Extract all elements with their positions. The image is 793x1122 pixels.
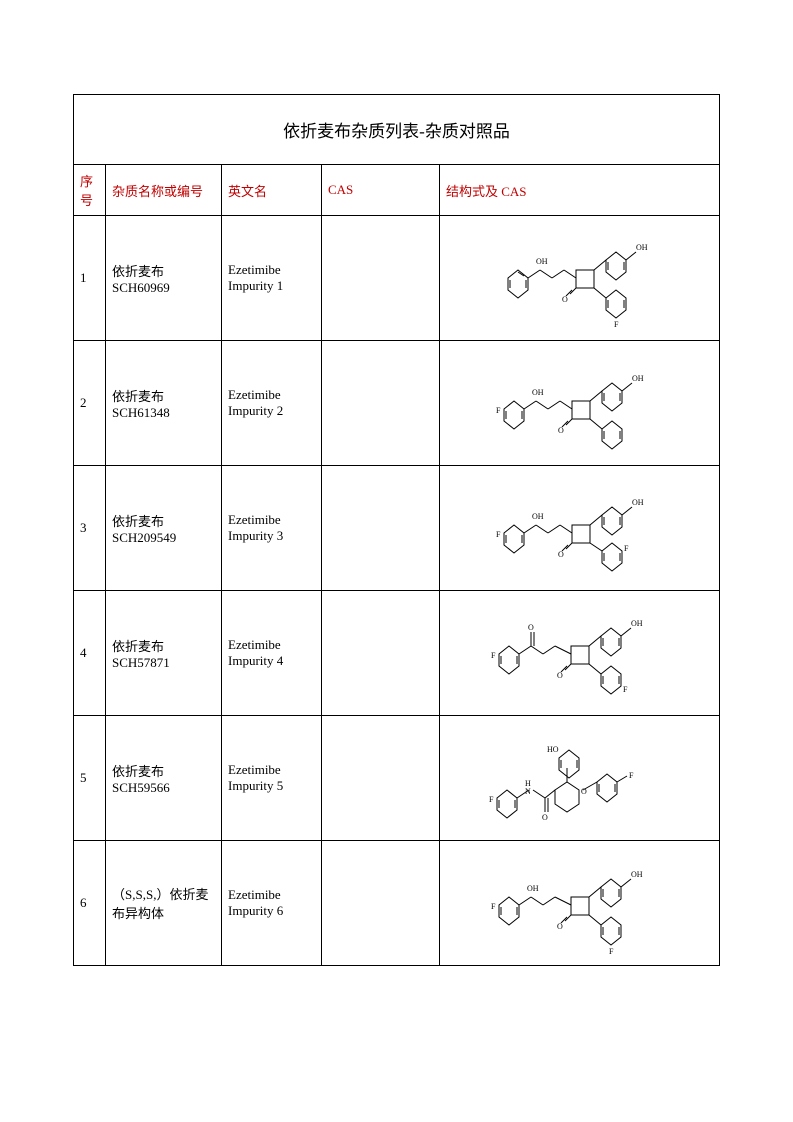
svg-text:O: O [557, 922, 563, 931]
svg-text:OH: OH [536, 257, 548, 266]
svg-text:OH: OH [632, 374, 644, 383]
cell-cas [322, 716, 440, 841]
cell-eng: EzetimibeImpurity 2 [222, 341, 322, 466]
svg-text:F: F [496, 406, 501, 415]
table-row: 6 （S,S,S,）依折麦布异构体 EzetimibeImpurity 6 F … [74, 841, 720, 966]
cell-seq: 2 [74, 341, 106, 466]
cell-name: 依折麦布SCH57871 [106, 591, 222, 716]
svg-text:N: N [525, 787, 531, 796]
cell-eng: EzetimibeImpurity 4 [222, 591, 322, 716]
col-header-cas: CAS [322, 165, 440, 216]
svg-text:F: F [623, 685, 628, 694]
cell-struct: OH O F [440, 216, 720, 341]
svg-text:O: O [542, 813, 548, 822]
cell-seq: 3 [74, 466, 106, 591]
svg-text:OH: OH [532, 388, 544, 397]
table-row: 4 依折麦布SCH57871 EzetimibeImpurity 4 F O [74, 591, 720, 716]
cell-struct: F OH O [440, 341, 720, 466]
svg-text:OH: OH [532, 512, 544, 521]
svg-text:O: O [558, 426, 564, 435]
table-row: 5 依折麦布SCH59566 EzetimibeImpurity 5 F H N [74, 716, 720, 841]
svg-text:F: F [496, 530, 501, 539]
cell-seq: 5 [74, 716, 106, 841]
svg-text:F: F [489, 795, 494, 804]
cell-name: （S,S,S,）依折麦布异构体 [106, 841, 222, 966]
svg-text:F: F [491, 902, 496, 911]
title-row: 依折麦布杂质列表-杂质对照品 [74, 95, 720, 165]
cell-struct: F OH O F [440, 841, 720, 966]
svg-text:O: O [528, 623, 534, 632]
svg-text:F: F [614, 320, 619, 328]
svg-text:O: O [562, 295, 568, 304]
col-header-seq: 序号 [74, 165, 106, 216]
svg-text:F: F [609, 947, 614, 956]
molecule-icon: F OH O F [490, 481, 670, 576]
molecule-icon: OH O F [490, 228, 670, 328]
cell-struct: F OH O F [440, 466, 720, 591]
cell-name: 依折麦布SCH61348 [106, 341, 222, 466]
col-header-name: 杂质名称或编号 [106, 165, 222, 216]
svg-text:OH: OH [632, 498, 644, 507]
impurity-table: 依折麦布杂质列表-杂质对照品 序号 杂质名称或编号 英文名 CAS 结构式及 C… [73, 94, 720, 966]
svg-text:F: F [629, 771, 634, 780]
cell-eng: EzetimibeImpurity 5 [222, 716, 322, 841]
cell-eng: EzetimibeImpurity 1 [222, 216, 322, 341]
cell-cas [322, 466, 440, 591]
svg-text:OH: OH [636, 243, 648, 252]
cell-seq: 6 [74, 841, 106, 966]
table-title: 依折麦布杂质列表-杂质对照品 [74, 95, 720, 165]
svg-text:F: F [624, 544, 629, 553]
svg-text:OH: OH [631, 619, 643, 628]
svg-text:F: F [491, 651, 496, 660]
cell-struct: F H N O O [440, 716, 720, 841]
molecule-icon: F OH O [490, 353, 670, 453]
cell-name: 依折麦布SCH209549 [106, 466, 222, 591]
col-header-struct: 结构式及 CAS [440, 165, 720, 216]
svg-text:OH: OH [527, 884, 539, 893]
cell-cas [322, 341, 440, 466]
molecule-icon: F OH O F [485, 851, 675, 956]
cell-eng: EzetimibeImpurity 3 [222, 466, 322, 591]
svg-text:OH: OH [631, 870, 643, 879]
table-row: 2 依折麦布SCH61348 EzetimibeImpurity 2 F OH [74, 341, 720, 466]
svg-text:O: O [557, 671, 563, 680]
svg-text:O: O [558, 550, 564, 559]
cell-seq: 4 [74, 591, 106, 716]
col-header-eng: 英文名 [222, 165, 322, 216]
cell-name: 依折麦布SCH59566 [106, 716, 222, 841]
cell-cas [322, 216, 440, 341]
cell-seq: 1 [74, 216, 106, 341]
molecule-icon: F O O F [485, 598, 675, 708]
table-row: 1 依折麦布SCH60969 EzetimibeImpurity 1 OH [74, 216, 720, 341]
cell-eng: EzetimibeImpurity 6 [222, 841, 322, 966]
table-row: 3 依折麦布SCH209549 EzetimibeImpurity 3 F OH [74, 466, 720, 591]
cell-cas [322, 841, 440, 966]
cell-cas [322, 591, 440, 716]
cell-name: 依折麦布SCH60969 [106, 216, 222, 341]
svg-text:HO: HO [547, 745, 559, 754]
header-row: 序号 杂质名称或编号 英文名 CAS 结构式及 CAS [74, 165, 720, 216]
molecule-icon: F H N O O [485, 728, 675, 828]
cell-struct: F O O F [440, 591, 720, 716]
